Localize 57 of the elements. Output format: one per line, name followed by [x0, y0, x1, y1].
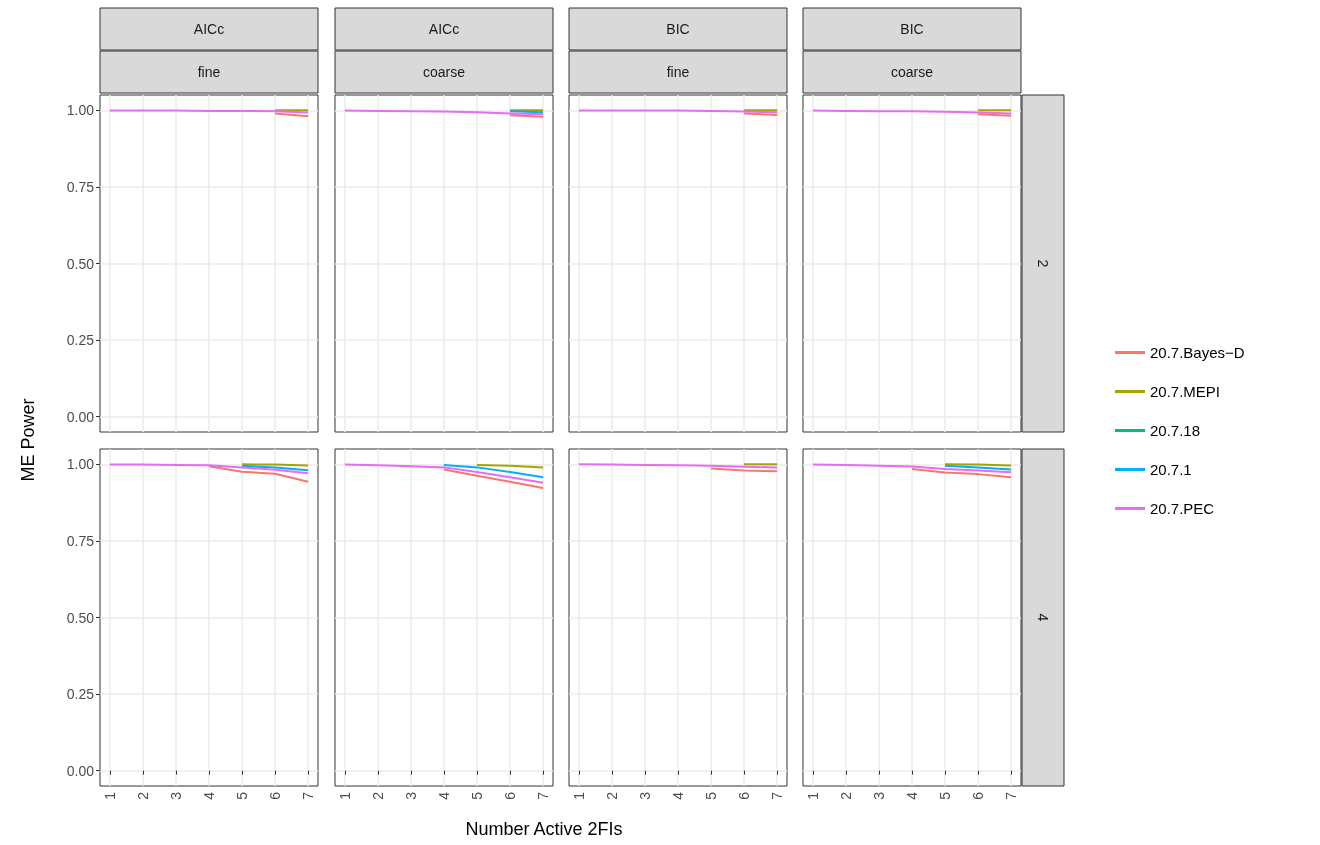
x-tick-label: 3 [636, 791, 653, 800]
x-tick-label: 4 [904, 791, 920, 800]
x-tick-label: 5 [234, 791, 251, 800]
chart-title: BIC [666, 21, 690, 37]
x-tick-label: 6 [970, 791, 987, 800]
chart-title: BIC [900, 21, 924, 37]
y-tick-label: 0.25 [66, 332, 95, 349]
y-tick-label: 0.50 [66, 609, 95, 626]
x-tick-label: 1 [804, 791, 821, 800]
x-tick-label: 3 [870, 791, 887, 800]
line-series [108, 463, 310, 475]
y-tick-label: 1.00 [66, 456, 95, 473]
line-series [208, 465, 310, 483]
x-tick-label: 2 [603, 791, 620, 800]
x-tick-label: 2 [369, 791, 386, 800]
x-tick-label: 1 [101, 791, 118, 800]
legend-label: 20.7.Bayes−D [1150, 344, 1245, 361]
y-tick-label: 0.00 [66, 408, 95, 425]
x-tick-label: 4 [670, 791, 686, 800]
x-tick-label: 5 [937, 791, 954, 800]
x-tick-label: 7 [1003, 791, 1020, 800]
x-tick-label: 1 [336, 791, 353, 800]
text: 4 [1035, 613, 1051, 622]
y-axis-title: ME Power [18, 398, 38, 482]
x-tick-label: 6 [736, 791, 753, 800]
legend-label: 20.7.MEPI [1150, 383, 1221, 400]
chart-title: AICc [428, 21, 460, 37]
y-tick-label: 0.75 [66, 178, 95, 195]
x-tick-label: 7 [769, 791, 786, 800]
x-tick-label: 2 [837, 791, 854, 800]
x-tick-label: 6 [502, 791, 519, 800]
x-tick-label: 4 [201, 791, 217, 800]
x-tick-label: 2 [134, 791, 151, 800]
y-tick-label: 0.00 [66, 762, 95, 779]
x-tick-label: 7 [535, 791, 552, 800]
chart-title: AICc [193, 21, 225, 37]
x-tick-label: 5 [469, 791, 486, 800]
x-tick-label: 6 [267, 791, 284, 800]
chart-subtitle: coarse [422, 64, 466, 80]
y-tick-label: 0.75 [66, 532, 95, 549]
y-tick-label: 0.25 [66, 686, 95, 703]
x-tick-label: 4 [436, 791, 452, 800]
y-tick-label: 0.50 [66, 255, 95, 272]
x-axis-title: Number Active 2FIs [465, 819, 623, 839]
x-tick-label: 3 [402, 791, 419, 800]
x-tick-label: 7 [300, 791, 317, 800]
chart-subtitle: coarse [890, 64, 934, 80]
legend-label: 20.7.1 [1150, 461, 1192, 478]
x-tick-label: 3 [167, 791, 184, 800]
legend-label: 20.7.18 [1150, 422, 1201, 439]
y-tick-label: 1.00 [66, 102, 95, 119]
x-tick-label: 5 [703, 791, 720, 800]
x-tick-label: 1 [570, 791, 587, 800]
text: 2 [1035, 259, 1051, 268]
chart-subtitle: fine [197, 64, 221, 80]
legend-label: 20.7.PEC [1150, 500, 1215, 517]
chart-subtitle: fine [666, 64, 690, 80]
